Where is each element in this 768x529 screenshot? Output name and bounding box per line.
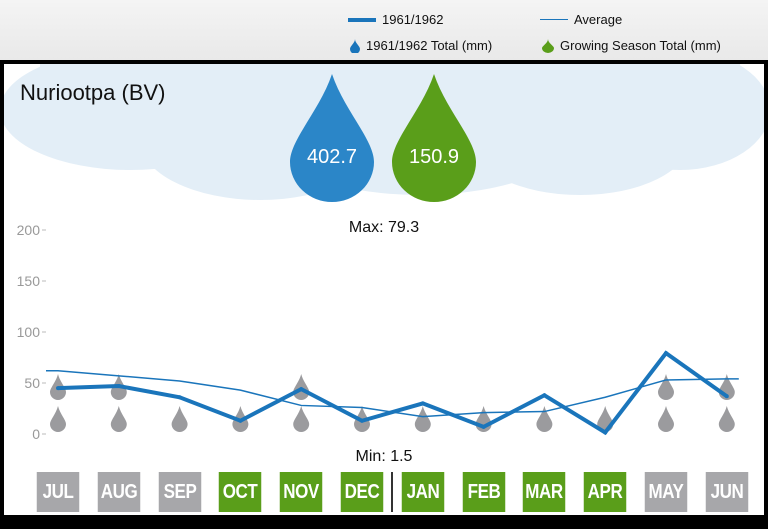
green-drop-icon	[542, 38, 554, 53]
station-title: Nuriootpa (BV)	[20, 80, 166, 105]
rain-drop-icon	[110, 406, 127, 432]
month-button-jul[interactable]: JUL	[36, 472, 80, 512]
year-total-value: 402.7	[307, 146, 357, 168]
total-drop: 402.7	[290, 74, 374, 202]
rain-drop-icon	[718, 406, 735, 432]
month-button-mar[interactable]: MAR	[523, 472, 566, 512]
season-divider	[391, 472, 393, 512]
y-tick-label: 50	[24, 375, 40, 391]
max-label: Max: 79.3	[349, 219, 419, 236]
min-label: Min: 1.5	[356, 448, 413, 465]
month-button-oct[interactable]: OCT	[219, 472, 262, 512]
rainfall-chart: 0 50 100 150 200 402.7 150.9 Max: 79.3 Min: …	[4, 64, 764, 465]
month-button-jun[interactable]: JUN	[705, 472, 749, 512]
month-button-dec[interactable]: DEC	[340, 472, 384, 512]
rain-drop-icon	[658, 374, 674, 400]
rain-drop-icon	[414, 406, 431, 432]
y-tick-label: 0	[32, 426, 40, 442]
rain-drop-icon	[536, 406, 553, 432]
legend-growing: Growing Season Total (mm)	[542, 38, 721, 53]
y-tick-label: 200	[17, 222, 41, 238]
month-button-feb[interactable]: FEB	[462, 472, 505, 512]
growing-total-drop: 150.9	[392, 74, 476, 202]
month-button-sep[interactable]: SEP	[158, 472, 201, 512]
thick-line-icon	[348, 17, 376, 22]
month-button-aug[interactable]: AUG	[97, 472, 141, 512]
rain-drop-icon	[658, 406, 674, 432]
month-button-may[interactable]: MAY	[644, 472, 688, 512]
chart-panel: 0 50 100 150 200 402.7 150.9 Max: 79.3 Min: …	[4, 64, 764, 515]
thin-line-icon	[540, 19, 568, 20]
month-button-nov[interactable]: NOV	[279, 472, 323, 512]
blue-drop-icon	[350, 38, 360, 53]
legend-series: 1961/1962	[348, 12, 443, 27]
legend-average: Average	[540, 12, 622, 27]
rain-drop-icon	[50, 406, 66, 432]
rain-drop-icon	[293, 406, 310, 432]
month-button-jan[interactable]: JAN	[401, 472, 445, 512]
rain-drop-icon	[171, 406, 188, 432]
growing-total-value: 150.9	[409, 146, 459, 168]
series-line-1961-1962	[57, 350, 728, 436]
legend-total: 1961/1962 Total (mm)	[350, 38, 492, 53]
legend-bar: 1961/1962 Average 1961/1962 Total (mm) G…	[0, 0, 768, 60]
y-tick-label: 150	[17, 273, 41, 289]
month-button-apr[interactable]: APR	[583, 472, 627, 512]
y-tick-label: 100	[17, 324, 41, 340]
